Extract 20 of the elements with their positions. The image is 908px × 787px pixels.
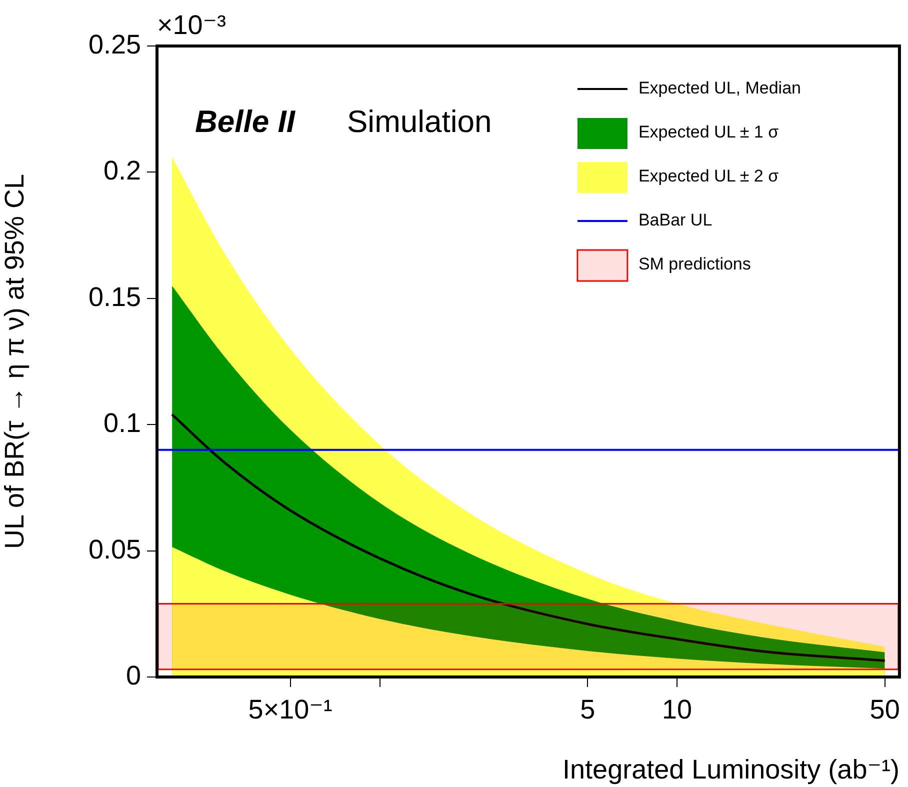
y-tick-label: 0.2 [103, 156, 141, 186]
x-tick-label: 50 [870, 694, 900, 725]
x-tick-label: 10 [662, 694, 692, 725]
text: ×10⁻³ [157, 10, 226, 40]
y-axis-title: UL of BR(τ → η π ν) at 95% CL [0, 174, 30, 549]
x-tick-label: 5×10⁻¹ [248, 694, 332, 725]
legend-label: Expected UL ± 2 σ [638, 166, 780, 186]
legend-label: BaBar UL [638, 210, 712, 230]
legend-label: Expected UL, Median [638, 78, 802, 98]
y-tick-label: 0.1 [103, 408, 141, 438]
y-tick-label: 0.05 [88, 534, 141, 564]
y-tick-label: 0.15 [88, 282, 141, 312]
x-tick-label: 5 [580, 694, 596, 725]
annotation: Simulation [347, 104, 492, 139]
legend-label: SM predictions [638, 254, 751, 274]
x-axis-title: Integrated Luminosity (ab⁻¹) [562, 754, 900, 784]
legend-label: Expected UL ± 1 σ [638, 122, 780, 142]
y-tick-label: 0.25 [88, 29, 141, 60]
y-tick-label: 0 [126, 660, 141, 690]
annotation: Belle II [195, 104, 296, 139]
